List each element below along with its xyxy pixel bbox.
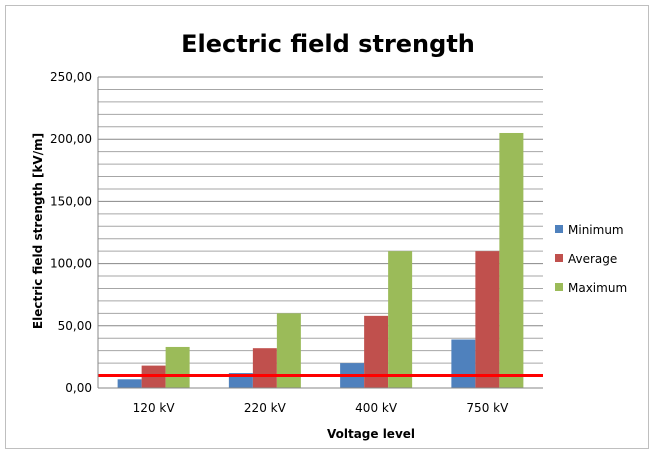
y-tick-label: 150,00 xyxy=(50,194,92,208)
bar-maximum xyxy=(499,132,524,388)
axes xyxy=(97,77,543,389)
legend-label: Average xyxy=(568,252,617,266)
bar-maximum xyxy=(165,346,190,388)
legend-label: Maximum xyxy=(568,281,627,295)
legend: Minimum Average Maximum xyxy=(555,223,627,295)
bar-maximum xyxy=(388,251,413,388)
x-axis-title: Voltage level xyxy=(327,427,415,441)
chart-title: Electric field strength xyxy=(181,30,475,58)
bar-average xyxy=(475,251,500,388)
y-tick-label: 200,00 xyxy=(50,132,92,146)
y-tick-label: 100,00 xyxy=(50,257,92,271)
legend-swatch xyxy=(555,254,563,262)
bar-average xyxy=(252,348,277,388)
x-tick-labels: 120 kV 220 kV 400 kV 750 kV xyxy=(133,401,509,415)
bars xyxy=(98,132,543,388)
y-axis-title: Electric field strength [kV/m] xyxy=(31,133,45,329)
y-tick-label: 250,00 xyxy=(50,70,92,84)
bar-average xyxy=(364,315,389,388)
legend-swatch xyxy=(555,283,563,291)
x-tick-label: 220 kV xyxy=(244,401,287,415)
x-tick-label: 120 kV xyxy=(133,401,176,415)
legend-swatch xyxy=(555,225,563,233)
bar-minimum xyxy=(117,379,142,388)
x-tick-label: 750 kV xyxy=(466,401,509,415)
y-tick-label: 0,00 xyxy=(65,381,92,395)
legend-label: Minimum xyxy=(568,223,624,237)
x-tick-label: 400 kV xyxy=(355,401,398,415)
y-tick-label: 50,00 xyxy=(58,319,92,333)
y-tick-labels: 0,00 50,00 100,00 150,00 200,00 250,00 xyxy=(50,70,92,395)
bar-minimum xyxy=(451,339,476,388)
